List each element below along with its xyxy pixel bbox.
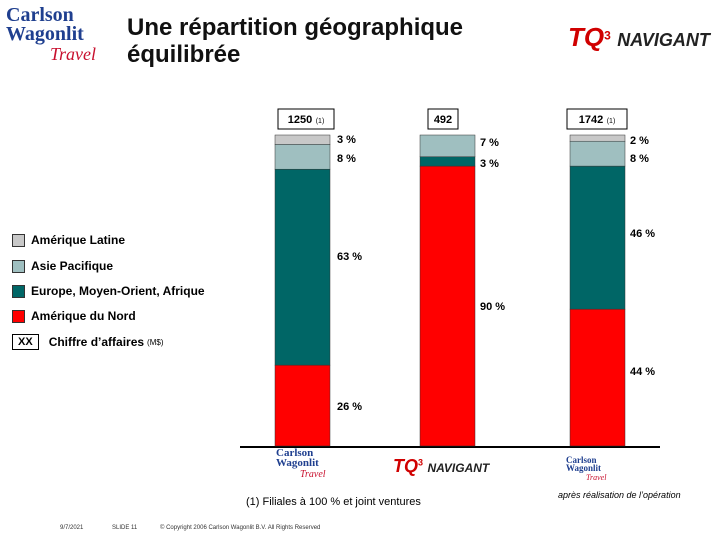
bar-segment-1-2 [274,168,331,366]
total-note-1: (1) [316,118,325,125]
data-label-1-2: 63 % [337,251,362,263]
total-note-3: (1) [607,118,616,125]
legend-label: Asie Pacifique [31,259,114,273]
bar-segment-3-2 [569,165,626,310]
bar-tq-mark: TQ [393,456,418,476]
carlson-wagonlit-logo: Carlson Wagonlit Travel [6,4,106,76]
navigant-text: NAVIGANT [617,30,710,50]
tq-sup: 3 [604,28,611,43]
bar-logo-combined: Carlson Wagonlit Travel [566,455,626,483]
page-title-line2: équilibrée [127,41,241,68]
bar-segment-2-1 [419,165,476,447]
tq3-navigant-logo: TQ3 NAVIGANT [568,22,718,54]
bar-tq-sup: 3 [418,457,424,468]
total-box-1 [277,108,335,130]
legend-swatch [12,309,25,323]
bar-segment-3-4 [569,134,626,142]
bar-segment-1-4 [274,134,331,145]
bar-segment-1-1 [274,364,331,447]
legend-item-amerique-nord: Amérique du Nord [12,309,136,323]
bar-logo3-line2: Wagonlit [566,463,602,473]
legend-item-amerique-latine: Amérique Latine [12,233,125,247]
legend-unit: (M$) [147,337,164,347]
tq-mark: TQ [568,22,605,52]
footer-slide: SLIDE 11 [112,525,138,531]
data-label-3-3: 8 % [630,153,649,165]
legend-item-asie-pacifique: Asie Pacifique [12,259,113,273]
cwt-logo-line1: Carlson [6,4,74,26]
legend-label: Amérique du Nord [31,309,136,323]
chart-legend: Amérique Latine Asie Pacifique Europe, M… [8,228,262,358]
bar-logo3-line1: Carlson [566,455,597,465]
legend-label: Amérique Latine [31,233,126,247]
bar-logo-line1: Carlson [276,447,314,459]
footer-date: 9/7/2021 [60,525,84,531]
total-box-3 [566,108,628,130]
legend-label: Chiffre d’affaires [48,335,145,349]
legend-label: Europe, Moyen-Orient, Afrique [31,284,205,298]
data-label-2-1: 90 % [480,301,505,313]
data-label-2-2: 3 % [480,158,499,170]
data-label-1-1: 26 % [337,401,362,413]
bar-segment-3-3 [569,140,626,167]
legend-item-europe: Europe, Moyen-Orient, Afrique [12,284,205,298]
legend-xx-box: XX [12,334,39,350]
data-label-3-1: 44 % [630,366,655,378]
legend-swatch [12,284,25,298]
total-box-2 [427,108,459,130]
cwt-logo-line2: Wagonlit [6,23,84,45]
footnote: (1) Filiales à 100 % et joint ventures [246,496,421,508]
total-label-2: 492 [434,114,452,126]
total-label-1: 1250 [288,114,312,126]
bar-navigant-text: NAVIGANT [427,461,490,475]
bar-segment-3-1 [569,308,626,447]
footer-copyright: © Copyright 2006 Carlson Wagonlit B.V. A… [160,525,321,531]
legend-swatch [12,233,25,247]
total-label-3: 1742 [579,114,603,126]
bar-logo3-line3: Travel [586,473,607,482]
page-title: Une répartition géographique équilibrée [127,14,463,68]
data-label-3-2: 46 % [630,228,655,240]
bar-logo-tq3-navigant: TQ3 NAVIGANT [393,456,523,477]
bar-logo-line2: Wagonlit [276,457,319,469]
bar-segment-2-2 [419,156,476,167]
bar-segment-1-3 [274,144,331,170]
legend-swatch [12,259,25,273]
legend-item-chiffre-affaires: XX Chiffre d’affaires (M$) [12,334,164,350]
data-label-2-3: 7 % [480,137,499,149]
bar-segment-2-3 [419,134,476,158]
bar-logo-line3: Travel [300,469,326,480]
data-label-3-4: 2 % [630,135,649,147]
after-operation-label: après réalisation de l’opération [558,490,681,500]
data-label-1-3: 8 % [337,153,356,165]
data-label-1-4: 3 % [337,134,356,146]
bar-logo-carlson-wagonlit: Carlson Wagonlit Travel [276,447,336,481]
page-title-line1: Une répartition géographique [127,14,464,41]
cwt-logo-line3: Travel [50,44,97,64]
